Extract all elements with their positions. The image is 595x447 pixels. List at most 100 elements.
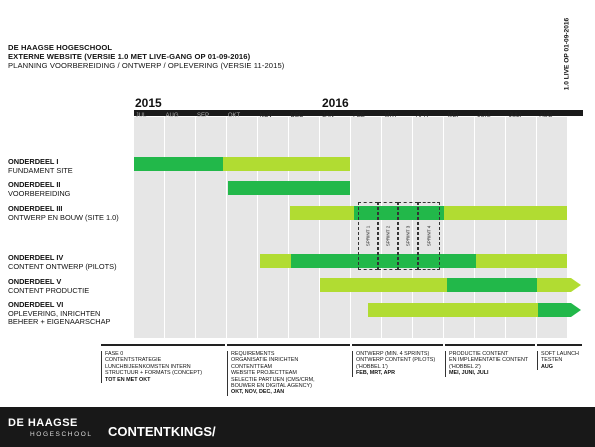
phase-line: TESTEN [541,357,563,364]
row-desc: VOORBEREIDING [8,188,71,198]
phase-line: PRODUCTIE CONTENT [449,351,509,357]
year-2015: 2015 [135,96,162,110]
arrow-right-icon [571,303,581,317]
phase-line: REQUIREMENTS [231,351,275,357]
year-2016: 2016 [322,96,349,110]
phase-divider [537,344,582,346]
row-label-3: ONDERDEEL III ONTWERP EN BOUW (SITE 1.0) [8,204,119,222]
phase-3: PRODUCTIE CONTENT EN IMPLEMENTATIE CONTE… [445,351,537,377]
phase-line: CONTENTTEAM [231,363,273,370]
phase-4: SOFT LAUNCH TESTEN AUG [537,351,585,371]
phase-line: ('HOBBEL 1') [356,363,388,370]
month-label: DEC [290,113,304,119]
bar-onderdeel-5-lime-a [320,278,447,292]
bar-onderdeel-1-green [134,157,223,171]
month-col [227,117,257,338]
phase-line: CONTENTSTRATEGIE [105,357,162,364]
month-label: JAN [322,113,334,119]
row-label-5: ONDERDEEL V CONTENT PRODUCTIE [8,277,90,295]
phase-line: SOFT LAUNCH [541,351,579,357]
bar-onderdeel-3-lime-b [444,206,567,220]
month-label: OKT [227,113,241,119]
month-col [351,117,381,338]
month-col [320,117,350,338]
row-name: ONDERDEEL V [8,277,62,286]
phase-divider [227,344,350,346]
month-col [506,117,536,338]
month-label: NOV [259,113,273,119]
phase-divider [445,344,535,346]
row-desc: OPLEVERING, INRICHTEN [8,308,101,318]
month-label: SEP [196,113,209,119]
bar-onderdeel-6-green [538,303,571,317]
month-label: JULI [508,113,522,119]
phase-period: TOT EN MET OKT [105,376,151,383]
month-label: JUL [135,113,147,119]
phase-0: FASE 0 CONTENTSTRATEGIE LUNCHBIJEENKOMST… [101,351,225,384]
row-desc: CONTENT PRODUCTIE [8,285,90,295]
month-col [258,117,288,338]
phase-line: FASE 0 [105,351,124,357]
live-date-label: 1.0 LIVE OP 01-09-2016 [563,17,571,91]
row-name: ONDERDEEL IV [8,253,64,262]
phase-divider [101,344,225,346]
phase-line: BOUWER EN DIGITAL AGENCY) [231,383,312,390]
month-label: AUG [539,113,553,119]
phase-period: FEB, MRT, APR [356,370,396,377]
bar-onderdeel-4-green [291,254,476,268]
row-label-4: ONDERDEEL IV CONTENT ONTWERP (PILOTS) [8,253,117,271]
hhs-logo-sub: HOGESCHOOL [30,431,93,438]
phase-line: SELECTIE PARTIJEN (CMS/CRM, [231,376,315,383]
month-label: JUNI [477,113,491,119]
phase-line: ('HOBBEL 2') [449,363,481,370]
bar-onderdeel-6-lime [368,303,538,317]
sprint-box-2: SPRINT 2 [378,202,398,270]
month-col [134,117,164,338]
bar-onderdeel-3-green [354,206,444,220]
phase-period: AUG [541,363,553,370]
row-label-2: ONDERDEEL II VOORBEREIDING [8,180,71,198]
bar-onderdeel-5-green [447,278,537,292]
phase-1: REQUIREMENTS ORGANISATIE INRICHTEN CONTE… [227,351,351,396]
doc-subtitle: PLANNING VOORBEREIDING / ONTWERP / OPLEV… [8,61,285,70]
phase-line: STRUCTUUR + FORMATS (CONCEPT) [105,370,203,377]
month-col [537,117,567,338]
month-col [196,117,226,338]
bar-onderdeel-3-lime-a [290,206,354,220]
row-desc: CONTENT ONTWERP (PILOTS) [8,261,117,271]
phase-period: MEI, JUNI, JULI [449,370,489,377]
sprint-box-3: SPRINT 3 [398,202,418,270]
month-label: MRT [384,113,398,119]
bar-onderdeel-4-lime-a [260,254,291,268]
bar-onderdeel-2 [228,181,350,195]
row-name: ONDERDEEL II [8,180,61,189]
phase-line: WEBSITE PROJECTTEAM [231,370,297,377]
phase-2: ONTWERP (MIN. 4 SPRINTS) ONTWERP CONTENT… [352,351,446,377]
sprint-box-1: SPRINT 1 [358,202,378,270]
month-label: APR [415,113,429,119]
hhs-logo: DE HAAGSE [8,417,78,429]
phase-line: ONTWERP (MIN. 4 SPRINTS) [356,351,430,357]
bar-onderdeel-5-lime-b [537,278,571,292]
phase-period: OKT, NOV, DEC, JAN [231,389,285,396]
month-col [165,117,195,338]
phase-line: ONTWERP CONTENT (PILOTS) [356,357,436,364]
phase-line: ORGANISATIE INRICHTEN [231,357,299,364]
row-name: ONDERDEEL I [8,157,59,166]
month-col [444,117,474,338]
row-desc: ONTWERP EN BOUW (SITE 1.0) [8,212,119,222]
month-col [289,117,319,338]
phase-line: LUNCHBIJEENKOMSTEN INTERN [105,363,191,370]
month-label: AUG [165,113,179,119]
month-label: FEB [353,113,365,119]
phase-line: EN IMPLEMENTATIE CONTENT [449,357,529,364]
doc-title: EXTERNE WEBSITE (VERSIE 1.0 MET LIVE-GAN… [8,52,251,61]
month-label: MEI [447,113,459,119]
bar-onderdeel-1-lime [223,157,350,171]
month-col [475,117,505,338]
row-desc-2: BEHEER + EIGENAARSCHAP [8,317,111,327]
row-name: ONDERDEEL III [8,204,63,213]
row-desc: FUNDAMENT SITE [8,165,73,175]
row-label-1: ONDERDEEL I FUNDAMENT SITE [8,157,73,175]
row-name: ONDERDEEL VI [8,300,64,309]
